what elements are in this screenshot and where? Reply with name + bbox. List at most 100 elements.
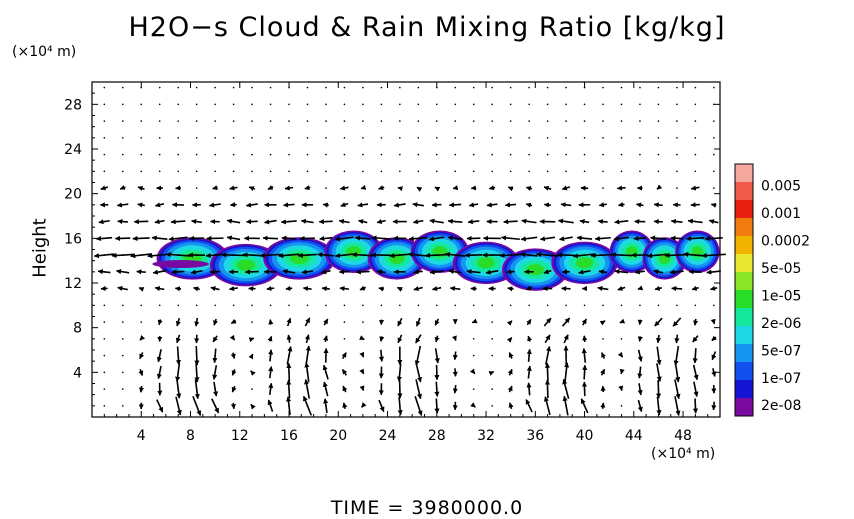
wind-vector (469, 368, 476, 375)
y-tick-label: 24 (64, 142, 82, 158)
grid-dot (269, 170, 272, 173)
grid-dot (195, 137, 198, 139)
wind-vector (562, 395, 569, 416)
wind-vector (268, 319, 274, 325)
x-tick-label: 20 (329, 428, 347, 444)
wind-vector (637, 399, 643, 413)
wind-vector (378, 286, 385, 292)
grid-dot (232, 170, 235, 173)
wind-vector (268, 382, 274, 395)
grid-dot (620, 405, 623, 407)
grid-dot (232, 137, 235, 139)
wind-vector (156, 399, 164, 413)
wind-vector (693, 318, 699, 326)
grid-dot (177, 137, 179, 139)
grid-dot (435, 103, 438, 106)
wind-vector (669, 269, 684, 275)
wind-vector (711, 368, 717, 377)
grid-dot (472, 137, 475, 139)
wind-vector (341, 368, 348, 376)
wind-vector (673, 345, 680, 366)
x-tick-label: 44 (625, 428, 643, 444)
wind-vector (137, 186, 145, 191)
grid-dot (325, 170, 327, 173)
wind-vector (334, 236, 354, 242)
grid-dot (417, 137, 420, 139)
wind-vector (231, 369, 237, 376)
wind-vector (451, 335, 457, 342)
wind-vector (415, 317, 421, 327)
grid-dot (232, 153, 235, 156)
grid-dot (140, 304, 143, 307)
grid-dot (676, 187, 678, 189)
wind-vector (191, 218, 202, 225)
grid-dot (509, 153, 512, 156)
grid-dot (140, 103, 143, 106)
grid-dot (602, 103, 604, 106)
grid-dot (435, 304, 438, 307)
wind-vector (192, 395, 202, 416)
wind-vector (447, 218, 463, 224)
wind-vector (322, 381, 329, 397)
wind-vector (710, 202, 717, 208)
wind-vector (359, 335, 365, 341)
grid-dot (399, 170, 401, 173)
grid-dot (362, 170, 364, 173)
wind-vector (117, 285, 129, 291)
grid-dot (583, 153, 586, 156)
grid-dot (306, 86, 309, 89)
grid-dot (195, 120, 198, 122)
x-tick-label: 36 (526, 428, 544, 444)
wind-vector (674, 379, 681, 400)
grid-dot (251, 321, 253, 323)
x-tick-label: 48 (674, 428, 692, 444)
wind-vector (250, 403, 256, 410)
wind-vector (95, 236, 113, 242)
grid-dot (620, 170, 623, 173)
wind-vector (637, 349, 643, 362)
grid-dot (620, 103, 623, 106)
grid-dot (565, 103, 567, 106)
colorbar-label: 2e-06 (761, 316, 801, 332)
wind-vector (413, 269, 423, 275)
wind-vector (690, 202, 700, 208)
grid-dot (417, 86, 420, 89)
wind-vector (262, 235, 279, 241)
grid-dot (232, 86, 235, 89)
wind-vector (193, 286, 200, 292)
grid-dot (491, 170, 493, 173)
wind-vector (339, 286, 350, 292)
grid-dot (472, 103, 475, 106)
wind-vector (525, 186, 533, 191)
grid-dot (491, 354, 493, 357)
wind-vector (581, 348, 587, 363)
grid-dot (269, 103, 272, 106)
grid-dot (343, 137, 346, 139)
wind-vector (396, 286, 403, 292)
wind-vector (245, 202, 258, 208)
wind-vector (371, 235, 391, 241)
wind-vector (504, 202, 516, 208)
wind-vector (543, 317, 552, 327)
wind-vector (526, 382, 532, 396)
grid-dot (565, 170, 567, 173)
wind-vector (525, 202, 533, 208)
wind-vector (488, 370, 495, 376)
wind-vector (560, 202, 572, 208)
wind-vector (268, 366, 274, 379)
wind-vector (194, 362, 200, 383)
grid-dot (103, 304, 106, 307)
wind-vector (359, 368, 365, 375)
grid-dot (325, 120, 327, 122)
grid-dot (528, 170, 530, 173)
wind-vector (468, 202, 479, 208)
wind-vector (656, 396, 662, 416)
grid-dot (251, 120, 253, 122)
wind-vector (617, 351, 624, 358)
wind-vector (176, 379, 182, 399)
wind-vector (506, 337, 513, 343)
grid-dot (380, 304, 383, 307)
grid-dot (676, 120, 678, 122)
grid-dot (657, 170, 660, 173)
wind-vector (562, 379, 570, 399)
